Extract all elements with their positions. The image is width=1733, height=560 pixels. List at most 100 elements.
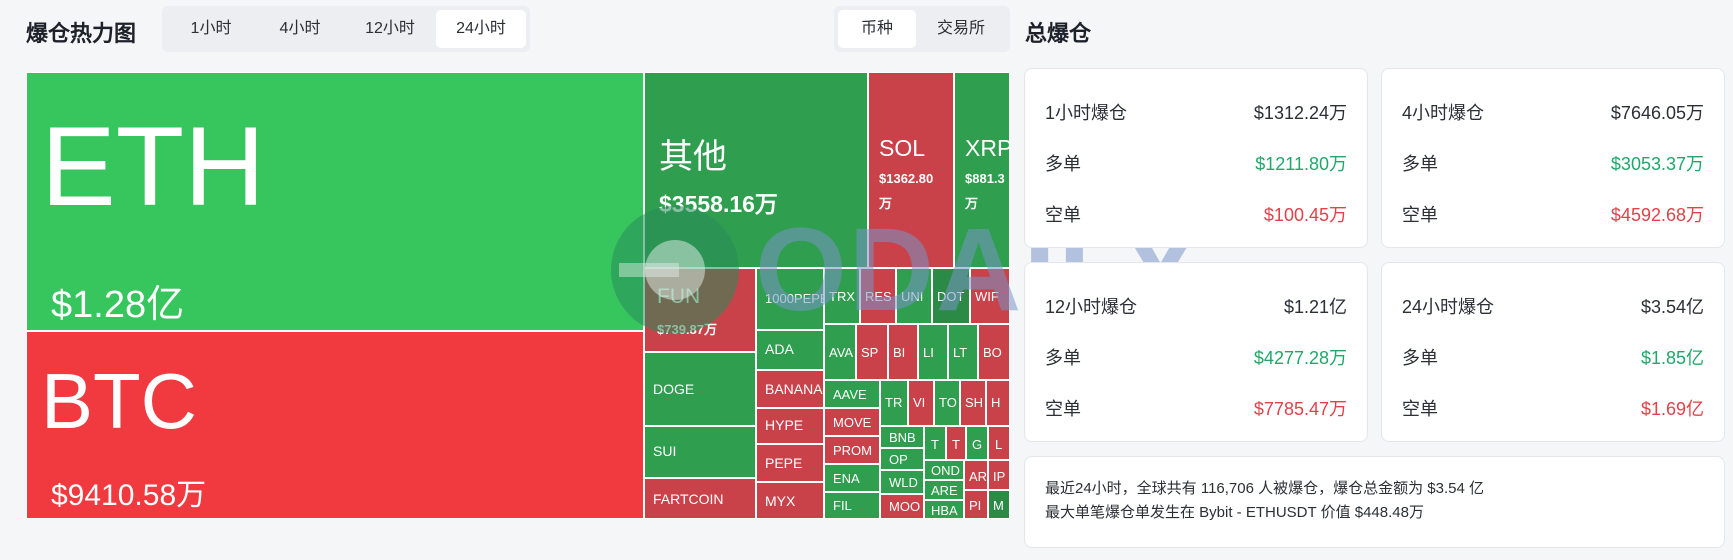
cell-bo[interactable]: BO — [978, 324, 1010, 380]
cell-dot[interactable]: DOT — [932, 268, 970, 324]
cell-m[interactable]: M — [988, 490, 1010, 519]
cell-wld[interactable]: WLD — [880, 470, 924, 494]
cell-amount: $739.87万 — [657, 322, 717, 337]
cell-aave[interactable]: AAVE — [824, 380, 880, 408]
cell-li[interactable]: LI — [918, 324, 948, 380]
cell-uni[interactable]: UNI — [896, 268, 932, 324]
cell-sp[interactable]: SP — [856, 324, 888, 380]
cell-symbol: AR — [969, 469, 988, 484]
cell-hba[interactable]: HBA — [924, 500, 964, 519]
cell-symbol: TRX — [829, 289, 855, 304]
cell-symbol: G — [972, 437, 983, 452]
cell-h[interactable]: H — [986, 380, 1010, 426]
liquidation-heatmap: ETH $1.28亿 BTC $9410.58万 其他 $3558.16万 SO… — [26, 72, 1010, 519]
time-range-tabs: 1小时 4小时 12小时 24小时 — [162, 6, 530, 52]
tab-4h[interactable]: 4小时 — [279, 20, 321, 37]
cell-symbol: FARTCOIN — [653, 491, 724, 507]
summary-line-1: 最近24小时，全球共有 116,706 人被爆仓，爆仓总金额为 $3.54 亿 — [1045, 480, 1485, 497]
cell-sui[interactable]: SUI — [644, 426, 756, 478]
long-value: $1.85亿 — [1640, 348, 1704, 368]
cell-symbol: MYX — [765, 493, 796, 509]
cell-amount: $881.3 — [965, 171, 1005, 186]
summary-line-2: 最大单笔爆仓单发生在 Bybit - ETHUSDT 价值 $448.48万 — [1045, 504, 1424, 521]
cell-symbol: VI — [913, 395, 926, 410]
tab-24h[interactable]: 24小时 — [436, 10, 526, 48]
cell-amount-unit: 万 — [965, 196, 979, 211]
cell-lt[interactable]: LT — [948, 324, 978, 380]
cell-bi[interactable]: BI — [888, 324, 918, 380]
cell-amount: $3558.16万 — [659, 191, 778, 217]
cell-ar[interactable]: AR — [964, 460, 988, 490]
cell-eth[interactable]: ETH $1.28亿 — [26, 72, 644, 331]
cell-banana[interactable]: BANANA — [756, 370, 824, 408]
cell-xrp[interactable]: XRP $881.3 万 — [954, 72, 1010, 268]
cell-moo[interactable]: MOO — [880, 494, 924, 519]
cell-symbol: ENA — [833, 471, 860, 486]
cell-res[interactable]: RES — [860, 268, 896, 324]
cell-ada[interactable]: ADA — [756, 330, 824, 370]
cell-symbol: BTC — [41, 357, 197, 445]
cell-to[interactable]: TO — [934, 380, 960, 426]
cell-g[interactable]: G — [966, 426, 988, 460]
cell-l[interactable]: L — [988, 426, 1010, 460]
stats-total: $7646.05万 — [1610, 103, 1704, 123]
cell-symbol: WLD — [889, 475, 918, 490]
cell-symbol: FUN — [657, 285, 701, 308]
cell-fil[interactable]: FIL — [824, 492, 880, 519]
short-label: 空单 — [1402, 205, 1438, 225]
heatmap-title: 爆仓热力图 — [26, 21, 137, 46]
cell-other[interactable]: 其他 $3558.16万 — [644, 72, 868, 268]
cell-fun[interactable]: FUN $739.87万 — [644, 268, 756, 352]
tab-by-coin[interactable]: 币种 — [838, 10, 916, 48]
cell-symbol: PEPE — [765, 455, 803, 471]
cell-wif[interactable]: WIF — [970, 268, 1010, 324]
cell-symbol: DOGE — [653, 381, 695, 397]
cell-symbol: LT — [953, 345, 968, 360]
stats-period: 24小时爆仓 — [1402, 297, 1495, 317]
tab-12h[interactable]: 12小时 — [365, 20, 415, 37]
cell-pepe[interactable]: PEPE — [756, 444, 824, 482]
cell-ond[interactable]: OND — [924, 460, 964, 480]
cell-doge[interactable]: DOGE — [644, 352, 756, 426]
cell-symbol: BNB — [889, 430, 916, 445]
cell-ava[interactable]: AVA — [824, 324, 856, 380]
cell-trx[interactable]: TRX — [824, 268, 860, 324]
group-tabs: 币种 交易所 — [834, 6, 1010, 52]
summary-card: 最近24小时，全球共有 116,706 人被爆仓，爆仓总金额为 $3.54 亿 … — [1024, 456, 1725, 548]
cell-are[interactable]: ARE — [924, 480, 964, 500]
cell-bnb[interactable]: BNB — [880, 426, 924, 448]
long-label: 多单 — [1402, 348, 1438, 368]
cell-ena[interactable]: ENA — [824, 464, 880, 492]
cell-t1[interactable]: T — [924, 426, 946, 460]
cell-move[interactable]: MOVE — [824, 408, 880, 436]
cell-sol[interactable]: SOL $1362.80 万 — [868, 72, 954, 268]
stats-period: 12小时爆仓 — [1045, 297, 1138, 317]
long-label: 多单 — [1045, 348, 1081, 368]
cell-1000pepe[interactable]: 1000PEPE — [756, 268, 824, 330]
cell-t2[interactable]: T — [946, 426, 966, 460]
tab-by-exchange[interactable]: 交易所 — [936, 20, 985, 37]
cell-btc[interactable]: BTC $9410.58万 — [26, 331, 644, 519]
cell-symbol: SUI — [653, 443, 677, 459]
tab-1h[interactable]: 1小时 — [190, 20, 232, 37]
stats-period: 4小时爆仓 — [1402, 103, 1485, 123]
stats-card-1h: 1小时爆仓 $1312.24万 多单 $1211.80万 空单 $100.45万 — [1024, 68, 1368, 248]
cell-symbol: SP — [861, 345, 879, 360]
cell-symbol: AAVE — [833, 387, 867, 402]
stats-period: 1小时爆仓 — [1045, 103, 1128, 123]
cell-fartcoin[interactable]: FARTCOIN — [644, 478, 756, 519]
cell-symbol: ADA — [765, 341, 794, 357]
cell-myx[interactable]: MYX — [756, 482, 824, 519]
cell-sh[interactable]: SH — [960, 380, 986, 426]
cell-symbol: BANANA — [765, 381, 823, 397]
stats-total: $1312.24万 — [1253, 103, 1347, 123]
cell-op[interactable]: OP — [880, 448, 924, 470]
cell-ip[interactable]: IP — [988, 460, 1010, 490]
cell-pi[interactable]: PI — [964, 490, 988, 519]
cell-prom[interactable]: PROM — [824, 436, 880, 464]
cell-symbol: PI — [969, 498, 982, 513]
cell-vi[interactable]: VI — [908, 380, 934, 426]
cell-hype[interactable]: HYPE — [756, 408, 824, 444]
long-label: 多单 — [1045, 154, 1081, 174]
cell-tr[interactable]: TR — [880, 380, 908, 426]
